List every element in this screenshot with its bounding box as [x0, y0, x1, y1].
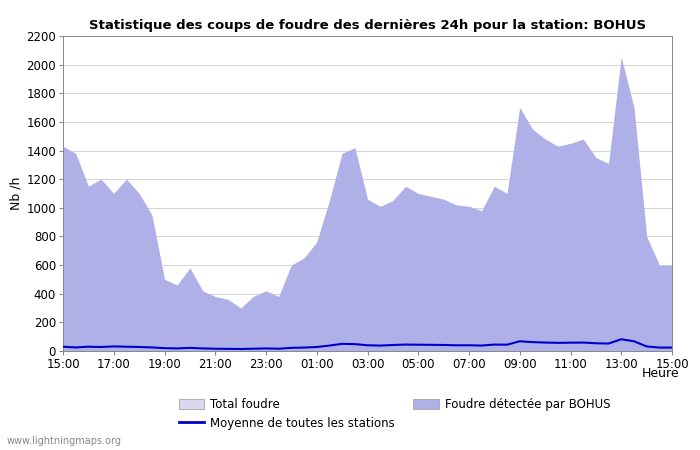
Text: Heure: Heure: [641, 367, 679, 380]
Legend: Total foudre, Moyenne de toutes les stations, Foudre détectée par BOHUS: Total foudre, Moyenne de toutes les stat…: [178, 398, 610, 430]
Title: Statistique des coups de foudre des dernières 24h pour la station: BOHUS: Statistique des coups de foudre des dern…: [89, 19, 646, 32]
Y-axis label: Nb /h: Nb /h: [9, 177, 22, 210]
Text: www.lightningmaps.org: www.lightningmaps.org: [7, 436, 122, 446]
